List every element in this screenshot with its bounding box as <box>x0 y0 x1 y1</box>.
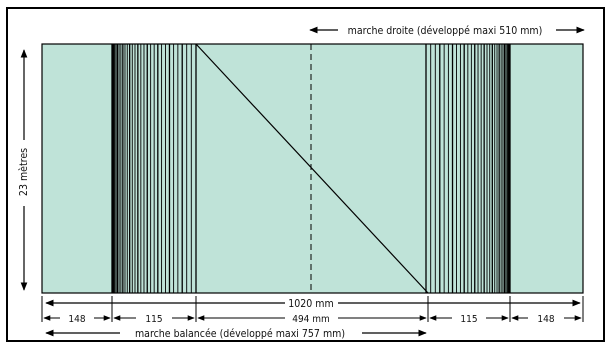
diagram-frame <box>6 7 605 342</box>
top-right-label: marche droite (développé maxi 510 mm) <box>348 25 543 37</box>
bottom-label: marche balancée (développé maxi 757 mm) <box>135 328 345 340</box>
segment-right-inner-label: 115 <box>460 314 477 325</box>
height-label: 23 mètres <box>18 148 30 196</box>
walking-line-diagonal <box>195 43 429 294</box>
stair-plan <box>41 43 584 294</box>
segment-right-outer-label: 148 <box>537 314 554 325</box>
segment-dimensions: 148 115 494 mm 115 148 <box>41 296 584 325</box>
tread-lines-right <box>425 44 511 293</box>
segment-left-inner-label: 115 <box>145 314 162 325</box>
segment-left-outer-label: 148 <box>68 314 85 325</box>
tread-lines-left <box>111 44 197 293</box>
total-width-label: 1020 mm <box>288 298 333 310</box>
segment-middle-label: 494 mm <box>292 314 330 325</box>
